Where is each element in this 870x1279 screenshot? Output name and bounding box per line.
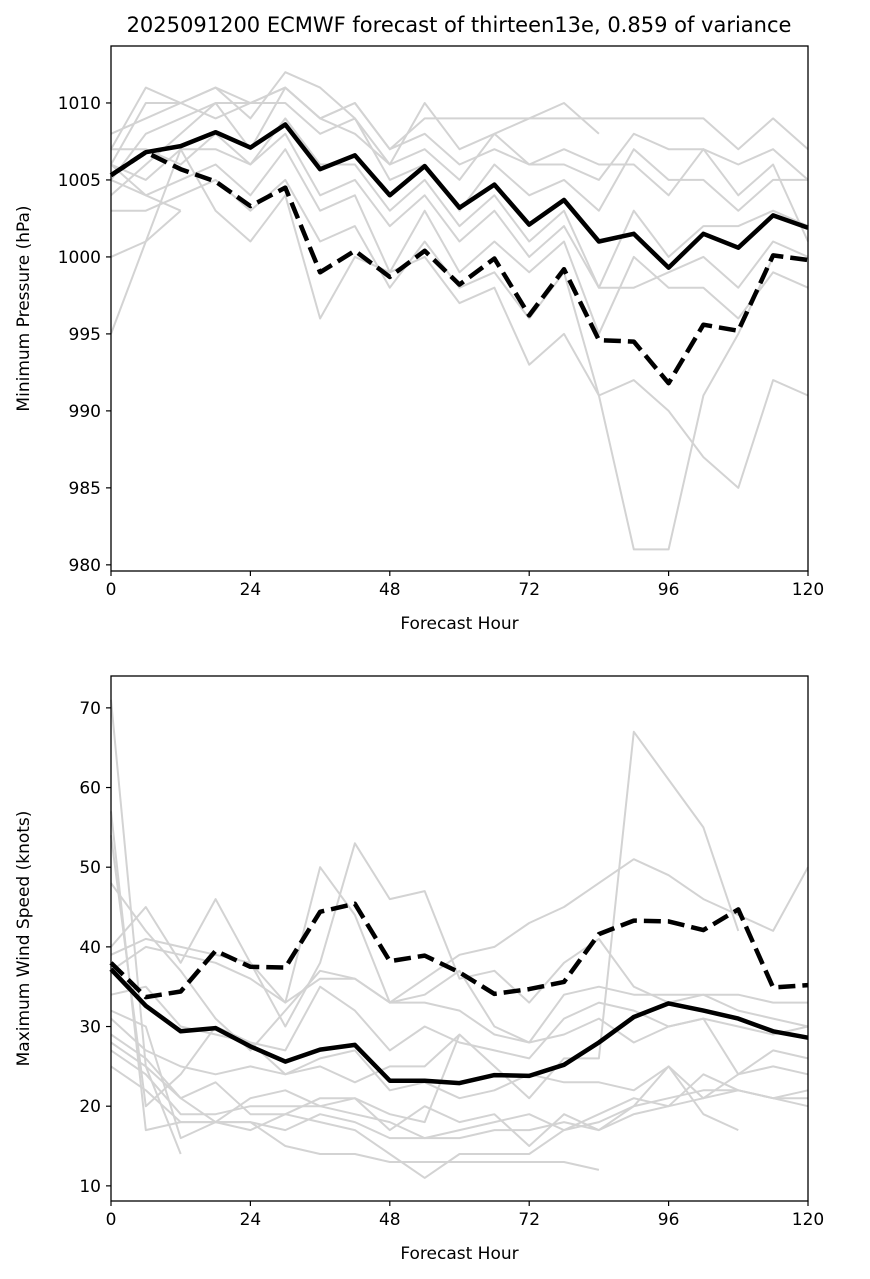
wind-member-line [110,1065,808,1140]
wind-member-line [110,1009,809,1179]
wind-x-tick-label: 24 [240,1210,262,1230]
pressure-x-ticks: 0 24 48 72 96 120 [106,571,824,600]
pressure-member-line [110,148,809,335]
wind-y-axis-label: Maximum Wind Speed (knots) [14,811,34,1067]
wind-y-tick-label: 50 [79,858,101,878]
pressure-member-line [110,209,182,258]
pressure-y-axis-label: Minimum Pressure (hPa) [14,205,34,411]
wind-y-ticks: 10 20 30 40 50 60 70 [79,699,111,1197]
pressure-member-line [110,163,182,212]
wind-x-ticks: 0 24 48 72 96 120 [106,1201,824,1230]
pressure-y-tick-label: 995 [69,325,101,345]
wind-member-line [110,945,808,1044]
chart-title: 2025091200 ECMWF forecast of thirteen13e… [127,13,792,37]
pressure-x-axis-label: Forecast Hour [400,614,518,634]
wind-axes-frame [110,675,809,1202]
pressure-member-line [110,148,775,551]
pressure-y-tick-label: 1000 [58,248,101,268]
pressure-y-ticks: 980 985 990 995 1000 1005 1010 [58,94,111,576]
pressure-y-tick-label: 990 [69,402,101,422]
wind-scaled-line [109,901,809,1000]
pressure-x-tick-label: 120 [792,580,824,600]
wind-member-line [110,1041,739,1147]
wind-member-line [110,1017,809,1100]
wind-member-line [110,842,809,1028]
pressure-member-line [110,102,808,212]
wind-member-line [110,1049,809,1140]
wind-member-lines [110,699,809,1179]
wind-y-tick-label: 10 [79,1177,101,1197]
wind-y-tick-label: 40 [79,938,101,958]
pressure-member-line [110,86,600,166]
pressure-y-tick-label: 980 [69,556,101,576]
pressure-axes-frame [110,45,809,572]
wind-x-tick-label: 96 [658,1210,680,1230]
pressure-x-tick-label: 48 [379,580,401,600]
wind-member-line [110,1033,461,1124]
pressure-member-line [111,117,809,289]
wind-x-tick-label: 72 [518,1210,540,1230]
pressure-mean-line [109,122,809,270]
wind-y-tick-label: 20 [79,1097,101,1117]
pressure-y-tick-label: 985 [69,479,101,499]
wind-member-line [110,858,809,1004]
pressure-y-tick-label: 1005 [58,171,101,191]
pressure-ensemble-mean-line [109,122,809,270]
pressure-x-tick-label: 72 [518,580,540,600]
pressure-scaled-line [109,149,809,386]
pressure-variance-scaled-line [109,149,809,386]
wind-variance-scaled-line [109,901,809,1000]
pressure-member-line [110,132,809,289]
pressure-member-line [110,86,809,151]
wind-x-tick-label: 120 [792,1210,824,1230]
pressure-x-tick-label: 96 [658,580,680,600]
pressure-member-line [110,86,809,242]
wind-panel: 0 24 48 72 96 120 10 20 30 40 50 60 70 Forecast Hou… [14,675,824,1264]
pressure-x-tick-label: 0 [106,580,117,600]
wind-y-tick-label: 70 [79,699,101,719]
wind-y-tick-label: 60 [79,779,101,799]
wind-mean-line [109,967,809,1086]
wind-x-tick-label: 0 [106,1210,117,1230]
pressure-panel: 0 24 48 72 96 120 980 985 990 995 1000 1005 1010 Fo… [14,45,824,634]
wind-x-axis-label: Forecast Hour [400,1244,518,1264]
pressure-member-line [110,71,809,181]
wind-member-line [110,985,809,1060]
pressure-x-tick-label: 24 [240,580,262,600]
wind-ensemble-mean-line [109,967,809,1086]
wind-y-tick-label: 30 [79,1018,101,1038]
pressure-y-tick-label: 1010 [58,94,101,114]
pressure-member-lines [110,71,809,551]
wind-x-tick-label: 48 [379,1210,401,1230]
